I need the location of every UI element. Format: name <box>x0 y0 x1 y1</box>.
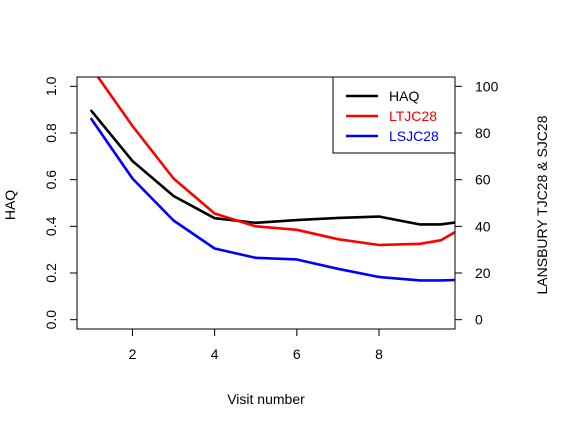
series-line-haq <box>90 109 455 226</box>
y-axis-left-title: HAQ <box>2 190 18 220</box>
x-axis-title: Visit number <box>227 391 305 407</box>
y-right-tick-label: 80 <box>475 125 491 141</box>
x-tick-label: 8 <box>375 346 383 362</box>
x-tick-label: 6 <box>293 346 301 362</box>
y-left-tick-label: 1.0 <box>43 76 59 96</box>
legend-label-lsjc28: LSJC28 <box>389 128 439 144</box>
y-left-tick-label: 0.0 <box>43 310 59 330</box>
x-tick-label: 4 <box>211 346 219 362</box>
y-right-tick-label: 40 <box>475 218 491 234</box>
y-right-tick-label: 0 <box>475 312 483 328</box>
x-tick-label: 2 <box>129 346 137 362</box>
y-right-tick-label: 100 <box>475 78 499 94</box>
series-line-lsjc28 <box>90 117 455 282</box>
y-right-tick-label: 20 <box>475 265 491 281</box>
legend: HAQ LTJC28 LSJC28 <box>332 76 456 154</box>
y-axis-right: 0 20 40 60 80 100 <box>454 78 499 328</box>
y-right-tick-label: 60 <box>475 172 491 188</box>
y-left-tick-label: 0.6 <box>43 170 59 190</box>
y-left-tick-label: 0.2 <box>43 263 59 283</box>
y-axis-left: 0.0 0.2 0.4 0.6 0.8 1.0 <box>43 76 78 330</box>
y-left-tick-label: 0.8 <box>43 123 59 143</box>
x-axis: 2 4 6 8 <box>129 328 383 362</box>
series-layer <box>90 77 455 282</box>
y-axis-right-title: LANSBURY TJC28 & SJC28 <box>534 115 550 294</box>
series-line-ltjc28 <box>96 77 455 247</box>
y-left-tick-label: 0.4 <box>43 216 59 236</box>
legend-label-ltjc28: LTJC28 <box>389 108 437 124</box>
legend-label-haq: HAQ <box>389 88 419 104</box>
